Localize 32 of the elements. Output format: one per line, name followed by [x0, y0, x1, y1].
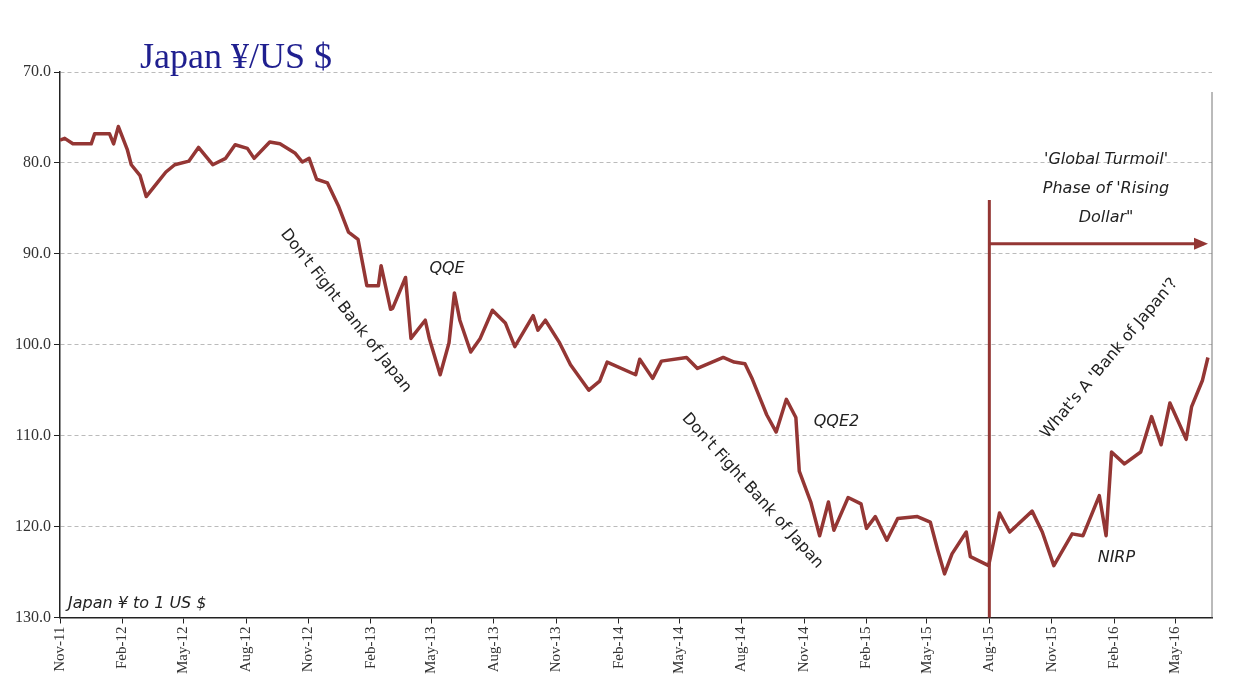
y-tick-label: 110.0 [15, 425, 51, 443]
x-tick-label: Nov-13 [547, 626, 564, 673]
x-tick-label: Nov-14 [794, 626, 811, 673]
x-tick-label: May-14 [670, 626, 687, 675]
x-tick-label: Feb-12 [113, 626, 130, 670]
y-tick-label: 100.0 [15, 334, 51, 352]
annotation: 'Global Turmoil' Phase of 'Rising Dollar" [1042, 148, 1170, 226]
x-tick-label: Nov-15 [1042, 626, 1059, 673]
x-tick-label: Feb-15 [857, 626, 874, 670]
y-tick-label: 70.0 [23, 62, 51, 80]
x-tick-label: Aug-13 [484, 626, 501, 673]
x-tick-label: Nov-11 [50, 626, 67, 672]
annotation: QQE2 [813, 411, 860, 431]
annotation: NIRP [1097, 547, 1136, 567]
y-tick-label: 120.0 [15, 516, 51, 534]
x-tick-label: Aug-12 [236, 626, 253, 673]
x-tick-label: May-13 [422, 626, 439, 675]
y-tick-label: 130.0 [15, 607, 51, 625]
y-tick-label: 80.0 [23, 153, 51, 171]
x-tick-label: Feb-16 [1105, 626, 1122, 670]
x-tick-label: Feb-13 [361, 626, 378, 670]
x-tick-label: Aug-15 [980, 626, 997, 673]
annotation: Japan ¥ to 1 US $ [65, 592, 207, 612]
y-tick-label: 90.0 [23, 244, 51, 262]
x-tick-label: May-15 [917, 626, 934, 675]
annotation: QQE [429, 257, 466, 277]
x-tick-label: May-16 [1166, 626, 1183, 675]
x-tick-label: May-12 [174, 626, 191, 675]
x-tick-label: Aug-14 [732, 626, 749, 673]
chart-title: Japan ¥/US $ [140, 36, 332, 76]
x-tick-label: Feb-14 [609, 626, 626, 670]
x-tick-label: Nov-12 [299, 626, 316, 673]
